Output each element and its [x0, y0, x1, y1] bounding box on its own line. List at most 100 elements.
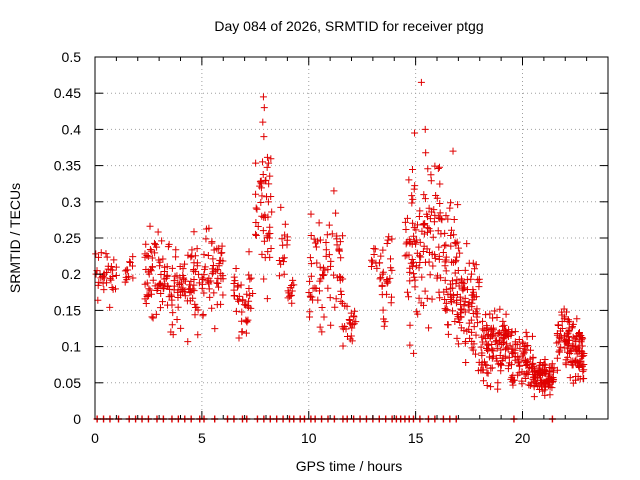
data-point — [379, 246, 387, 254]
data-point — [259, 158, 267, 166]
data-point — [463, 286, 471, 294]
data-point — [531, 373, 539, 381]
data-point — [230, 280, 238, 288]
data-point — [100, 286, 108, 294]
data-point — [325, 221, 333, 229]
data-point — [164, 243, 172, 251]
data-point — [213, 279, 221, 287]
data-point — [539, 387, 547, 395]
data-point — [331, 303, 339, 311]
data-point — [465, 325, 473, 333]
data-point — [100, 274, 108, 282]
data-point — [462, 358, 470, 366]
data-point — [472, 293, 480, 301]
data-point — [433, 194, 441, 202]
data-point — [256, 182, 264, 190]
data-point — [453, 253, 461, 261]
data-point — [430, 218, 438, 226]
data-point — [471, 265, 479, 273]
data-point — [426, 227, 434, 235]
data-point — [472, 331, 480, 339]
data-point — [485, 353, 493, 361]
data-point — [413, 236, 421, 244]
data-point — [245, 271, 253, 279]
data-point — [383, 239, 391, 247]
data-point — [258, 192, 266, 200]
data-point — [376, 259, 384, 267]
data-point — [142, 300, 150, 308]
data-point — [322, 239, 330, 247]
data-point — [415, 294, 423, 302]
data-point — [347, 309, 355, 317]
y-tick-label: 0.05 — [54, 375, 81, 391]
data-point — [475, 283, 483, 291]
data-point — [323, 231, 331, 239]
data-point — [288, 299, 296, 307]
data-point — [252, 218, 260, 226]
data-point — [103, 279, 111, 287]
data-point — [378, 281, 386, 289]
data-point — [170, 277, 178, 285]
data-point — [488, 354, 496, 362]
data-point — [553, 354, 561, 362]
y-tick-label: 0.45 — [54, 85, 81, 101]
data-point — [203, 277, 211, 285]
data-point — [435, 252, 443, 260]
data-point — [458, 306, 466, 314]
data-point — [484, 340, 492, 348]
data-point — [429, 233, 437, 241]
data-point — [258, 250, 266, 258]
data-point — [467, 275, 475, 283]
data-point — [368, 256, 376, 264]
data-point — [546, 375, 554, 383]
data-point — [420, 301, 428, 309]
data-point — [579, 367, 587, 375]
data-point — [490, 326, 498, 334]
data-point — [468, 299, 476, 307]
data-point — [379, 270, 387, 278]
x-tick-label: 5 — [198, 430, 206, 446]
data-point — [217, 269, 225, 277]
data-point — [266, 223, 274, 231]
data-point — [319, 271, 327, 279]
data-point — [516, 362, 524, 370]
data-point — [410, 232, 418, 240]
data-point — [190, 275, 198, 283]
data-point — [427, 171, 435, 179]
data-point — [501, 354, 509, 362]
data-point — [446, 290, 454, 298]
data-point — [422, 149, 430, 157]
data-point — [332, 209, 340, 217]
data-point — [421, 125, 429, 133]
data-point — [325, 251, 333, 259]
data-point — [346, 335, 354, 343]
data-point — [453, 311, 461, 319]
data-point — [123, 276, 131, 284]
data-point — [465, 259, 473, 267]
data-point — [327, 321, 335, 329]
chart-title: Day 084 of 2026, SRMTID for receiver ptg… — [214, 18, 483, 34]
data-point — [442, 212, 450, 220]
data-point — [164, 301, 172, 309]
data-point — [176, 263, 184, 271]
data-point — [219, 291, 227, 299]
data-point — [316, 236, 324, 244]
data-point — [479, 338, 487, 346]
data-point — [104, 265, 112, 273]
data-point — [409, 195, 417, 203]
data-point — [487, 383, 495, 391]
data-point — [214, 280, 222, 288]
data-point — [281, 220, 289, 228]
data-point — [524, 370, 532, 378]
data-point — [264, 198, 272, 206]
data-point — [518, 380, 526, 388]
data-point — [330, 187, 338, 195]
data-point — [496, 305, 504, 313]
data-point — [413, 249, 421, 257]
data-point — [383, 275, 391, 283]
data-point — [410, 185, 418, 193]
data-point — [451, 239, 459, 247]
data-point — [151, 249, 159, 257]
data-point — [449, 259, 457, 267]
